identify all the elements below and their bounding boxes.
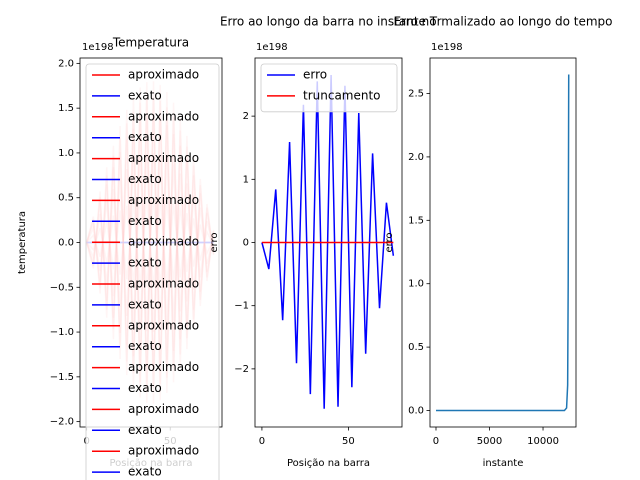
x-tick-label: 0 <box>433 436 439 447</box>
legend-label: aproximado <box>128 68 199 82</box>
axes-frame <box>429 57 577 428</box>
legend-label: exato <box>128 256 162 270</box>
legend-label: exato <box>128 423 162 437</box>
legend-label: exato <box>128 297 162 311</box>
legend-label: aproximado <box>128 444 199 458</box>
x-axis-label: Posição na barra <box>287 458 370 469</box>
legend-label: aproximado <box>128 360 199 374</box>
y-tick-label: 1.0 <box>408 279 424 290</box>
y-axis-label: erro <box>384 232 395 252</box>
legend-box <box>85 63 220 480</box>
legend-label: exato <box>128 214 162 228</box>
legend-label: exato <box>128 339 162 353</box>
y-tick-label: −1.5 <box>50 372 74 383</box>
y-tick-label: 1.0 <box>58 148 74 159</box>
y-tick-label: −2.0 <box>50 417 74 428</box>
legend-label: exato <box>128 88 162 102</box>
y-tick-label: 2 <box>243 111 249 122</box>
y-tick-label: 0.5 <box>58 193 74 204</box>
y-tick-label: 1.5 <box>408 215 424 226</box>
y-axis-label: temperatura <box>17 211 28 274</box>
chart-title: Temperatura <box>112 36 189 50</box>
plot-area <box>261 75 395 409</box>
y-tick-label: 2.0 <box>58 58 74 69</box>
y-tick-label: 0.5 <box>408 342 424 353</box>
legend-label: aproximado <box>128 235 199 249</box>
offset-label: 1e198 <box>256 42 288 53</box>
legend-label: truncamento <box>303 88 381 102</box>
legend-label: exato <box>128 381 162 395</box>
legend-label: aproximado <box>128 402 199 416</box>
y-tick-label: −2 <box>234 364 249 375</box>
legend-label: aproximado <box>128 277 199 291</box>
y-tick-label: 0.0 <box>58 238 74 249</box>
legend-label: aproximado <box>128 318 199 332</box>
x-tick-label: 0 <box>259 436 265 447</box>
legend-label: aproximado <box>128 193 199 207</box>
y-tick-label: 2.0 <box>408 152 424 163</box>
series-line <box>435 74 570 412</box>
offset-label: 1e198 <box>431 42 463 53</box>
y-axis-label: erro <box>209 232 220 252</box>
x-axis-label: instante <box>483 458 524 469</box>
x-tick-label: 50 <box>342 436 355 447</box>
y-tick-label: 1 <box>243 174 249 185</box>
legend-box <box>260 63 398 113</box>
legend-label: erro <box>303 68 327 82</box>
chart-title: Erro normalizado ao longo do tempo <box>393 15 612 29</box>
y-tick-label: 0 <box>243 238 249 249</box>
x-tick-label: 10000 <box>527 436 559 447</box>
plot-area <box>435 74 570 412</box>
x-tick-label: 5000 <box>477 436 502 447</box>
y-tick-label: 1.5 <box>58 103 74 114</box>
y-tick-label: −1.0 <box>50 327 74 338</box>
legend-label: aproximado <box>128 109 199 123</box>
y-tick-label: 2.5 <box>408 89 424 100</box>
legend-label: exato <box>128 172 162 186</box>
legend-label: exato <box>128 130 162 144</box>
y-tick-label: −0.5 <box>50 282 74 293</box>
y-tick-label: −1 <box>234 301 249 312</box>
y-tick-label: 0.0 <box>408 406 424 417</box>
chart-title: Erro ao longo da barra no instante T <box>220 15 438 29</box>
legend-label: aproximado <box>128 151 199 165</box>
legend-label: exato <box>128 465 162 479</box>
offset-label: 1e198 <box>82 42 114 53</box>
